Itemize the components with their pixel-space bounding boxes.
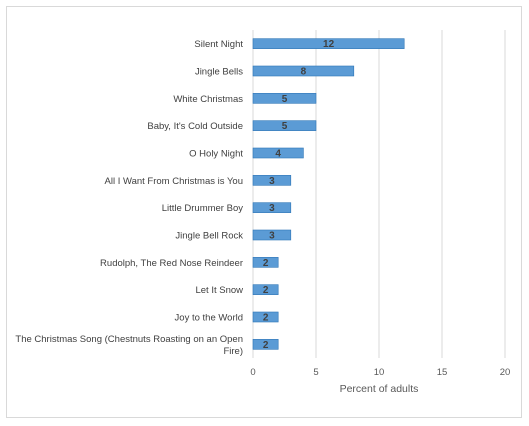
data-label: 8 xyxy=(301,67,307,78)
category-label: Silent Night xyxy=(194,39,243,50)
category-label: Baby, It's Cold Outside xyxy=(147,121,243,132)
bar xyxy=(252,284,279,295)
x-tick-label: 5 xyxy=(313,367,318,378)
category-label: Rudolph, The Red Nose Reindeer xyxy=(100,258,243,269)
bar xyxy=(252,229,292,241)
bar xyxy=(252,311,279,323)
category-label: Jingle Bell Rock xyxy=(175,231,243,242)
gridlines xyxy=(252,30,506,358)
bar xyxy=(252,202,292,213)
x-tick-label: 10 xyxy=(374,367,385,378)
data-label: 3 xyxy=(269,176,275,187)
x-tick-labels: 0 5 10 15 20 xyxy=(250,367,510,378)
bar xyxy=(252,339,279,350)
bar xyxy=(252,93,317,104)
data-label: 12 xyxy=(323,39,335,50)
bar xyxy=(252,38,405,49)
category-labels: Silent Night Jingle Bells White Christmas B… xyxy=(15,39,243,357)
bar xyxy=(252,257,279,268)
data-label: 2 xyxy=(263,340,269,351)
category-label: Let It Snow xyxy=(195,285,243,296)
data-label: 2 xyxy=(263,258,269,269)
category-label: Joy to the World xyxy=(175,313,243,324)
data-label: 2 xyxy=(263,313,269,324)
category-label: White Christmas xyxy=(173,94,243,105)
data-label: 5 xyxy=(282,121,288,132)
data-label: 3 xyxy=(269,231,275,242)
category-label: All I Want From Christmas is You xyxy=(105,176,244,187)
x-tick-label: 20 xyxy=(500,367,511,378)
category-label: Little Drummer Boy xyxy=(162,203,244,214)
data-label: 3 xyxy=(269,203,275,214)
bar xyxy=(252,65,355,77)
bar xyxy=(252,147,304,159)
x-tick-label: 0 xyxy=(250,367,255,378)
data-label: 2 xyxy=(263,285,269,296)
category-label: The Christmas Song (Chestnuts Roasting o… xyxy=(15,334,243,357)
x-axis-title: Percent of adults xyxy=(340,383,419,395)
data-label: 4 xyxy=(275,149,281,160)
bar xyxy=(252,120,317,131)
data-label: 5 xyxy=(282,94,288,105)
bars: 12 8 5 5 4 3 3 3 2 2 2 2 xyxy=(252,38,405,351)
bar xyxy=(252,175,292,186)
category-label: Jingle Bells xyxy=(195,67,243,78)
category-label: O Holy Night xyxy=(189,149,243,160)
x-tick-label: 15 xyxy=(437,367,448,378)
